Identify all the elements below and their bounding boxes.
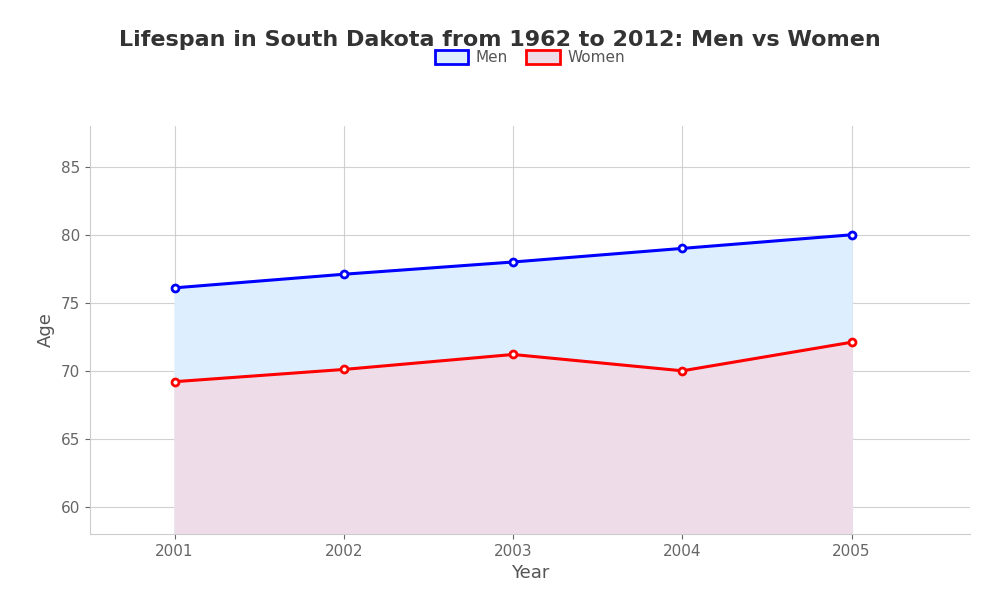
X-axis label: Year: Year bbox=[511, 564, 549, 582]
Y-axis label: Age: Age bbox=[37, 313, 55, 347]
Legend: Men, Women: Men, Women bbox=[429, 44, 631, 71]
Text: Lifespan in South Dakota from 1962 to 2012: Men vs Women: Lifespan in South Dakota from 1962 to 20… bbox=[119, 30, 881, 50]
